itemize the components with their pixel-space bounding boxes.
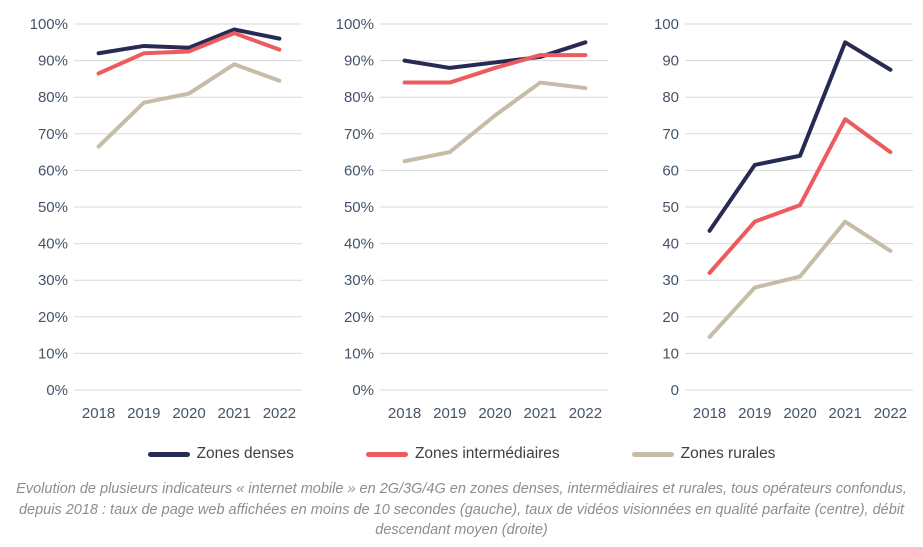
y-axis-tick-labels: 100% 90% 80% 70% 60% 50% 40% 30% 20% 10% 0% [335, 16, 373, 399]
y-tick-label: 20% [38, 309, 68, 326]
legend-item-zones-denses: Zones denses [147, 445, 294, 463]
chart-videos-qualite-parfaite: 100%90%80%70%60%50%40%30%20%10%0%2018 201… [335, 16, 608, 422]
x-tick-label: 2020 [478, 405, 511, 422]
figure-caption: Evolution de plusieurs indicateurs « int… [16, 481, 907, 539]
y-tick-label: 10 [662, 345, 679, 362]
y-tick-label: 30 [662, 272, 679, 289]
y-tick-label: 90 [662, 53, 679, 70]
x-tick-label: 2022 [568, 405, 601, 422]
y-tick-label: 0 [671, 382, 679, 399]
legend: Zones denses Zones intermédiaires Zones … [0, 442, 923, 466]
y-tick-label: 0% [46, 382, 68, 399]
y-axis-tick-labels: 100% 90% 80% 70% 60% 50% 40% 30% 20% 10% 0% [30, 16, 68, 399]
y-tick-label: 90% [343, 53, 373, 70]
legend-swatch-zones-intermediaires [365, 451, 408, 457]
y-tick-label: 70 [662, 126, 679, 143]
series-line-zones-denses [402, 40, 587, 70]
legend-item-zones-rurales: Zones rurales [631, 445, 776, 463]
legend-label-zones-intermediaires: Zones intermédiaires [414, 445, 560, 462]
x-tick-label: 2021 [523, 405, 556, 422]
y-tick-label: 80% [343, 89, 373, 106]
y-tick-label: 70% [343, 126, 373, 143]
gridlines [74, 23, 302, 391]
y-tick-label: 50% [38, 199, 68, 216]
y-tick-label: 60% [343, 162, 373, 179]
x-tick-label: 2021 [218, 405, 251, 422]
legend-swatch-zones-rurales [631, 451, 674, 457]
x-tick-label: 2019 [433, 405, 466, 422]
x-tick-label: 2018 [387, 405, 420, 422]
series-line-zones-denses [96, 27, 282, 56]
y-tick-label: 40% [38, 236, 68, 253]
series-line-zones-interm-diaires [707, 117, 893, 275]
x-tick-label: 2018 [82, 405, 115, 422]
legend-label-zones-rurales: Zones rurales [680, 445, 776, 462]
y-tick-label: 100 [654, 16, 679, 33]
series-line-zones-rurales [96, 62, 282, 149]
series-line-zones-interm-diaires [96, 31, 282, 76]
x-tick-label: 2022 [874, 405, 907, 422]
y-tick-label: 40% [343, 236, 373, 253]
legend-item-zones-intermediaires: Zones intermédiaires [365, 445, 560, 463]
x-tick-label: 2020 [783, 405, 816, 422]
series-line-zones-denses [707, 40, 893, 233]
y-tick-label: 70% [38, 126, 68, 143]
x-tick-label: 2019 [738, 405, 771, 422]
x-tick-label: 2018 [693, 405, 726, 422]
x-axis-tick-labels: 2018 2019 2020 2021 2022 [82, 405, 296, 422]
y-tick-label: 0% [352, 382, 374, 399]
series-line-zones-rurales [707, 219, 893, 339]
chart-pages-web-10s: 100%90%80%70%60%50%40%30%20%10%0%2018 201… [30, 16, 302, 422]
y-tick-label: 100% [30, 16, 68, 33]
x-tick-label: 2021 [829, 405, 862, 422]
y-tick-label: 30% [343, 272, 373, 289]
y-tick-label: 10% [343, 345, 373, 362]
legend-label-zones-denses: Zones denses [196, 445, 294, 462]
x-axis-tick-labels: 2018 2019 2020 2021 2022 [693, 405, 907, 422]
y-tick-label: 50% [343, 199, 373, 216]
x-tick-label: 2019 [127, 405, 160, 422]
y-tick-label: 60% [38, 162, 68, 179]
x-tick-label: 2022 [263, 405, 296, 422]
legend-swatch-zones-denses [147, 451, 190, 457]
y-tick-label: 80% [38, 89, 68, 106]
y-tick-label: 50 [662, 199, 679, 216]
y-tick-label: 30% [38, 272, 68, 289]
series-line-zones-rurales [402, 80, 587, 164]
gridlines [379, 23, 608, 391]
y-tick-label: 10% [38, 345, 68, 362]
charts-row: 100% 90% 80% 70% 60% 50% 40% 30% 20% 10% 0% 2018 201… [30, 16, 913, 422]
x-axis-tick-labels: 2018 2019 2020 2021 2022 [387, 405, 601, 422]
series-line-zones-interm-diaires [402, 53, 587, 85]
y-tick-label: 40 [662, 236, 679, 253]
y-tick-label: 90% [38, 53, 68, 70]
y-tick-label: 80 [662, 89, 679, 106]
x-tick-label: 2020 [172, 405, 205, 422]
y-tick-label: 20% [343, 309, 373, 326]
y-tick-label: 20 [662, 309, 679, 326]
y-tick-label: 60 [662, 162, 679, 179]
y-tick-label: 100% [335, 16, 373, 33]
